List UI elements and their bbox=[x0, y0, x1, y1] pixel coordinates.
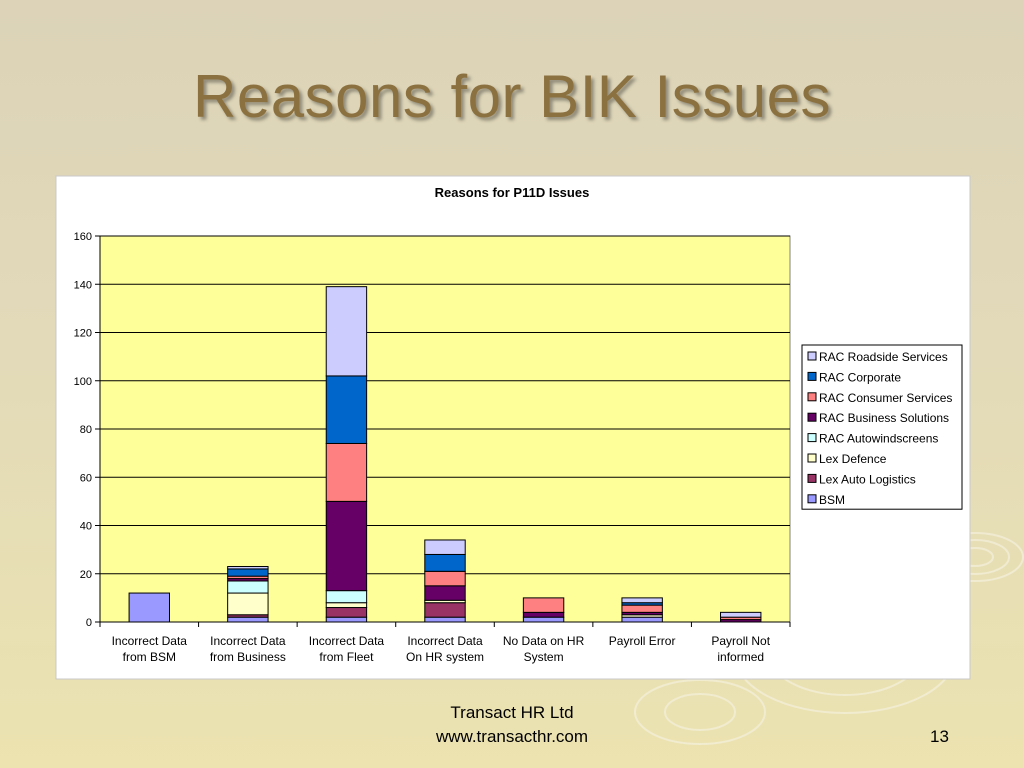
x-tick-label: Payroll Not informed bbox=[711, 634, 770, 664]
legend-label: BSM bbox=[819, 493, 845, 507]
bar-segment bbox=[128, 592, 170, 623]
legend-label: RAC Corporate bbox=[819, 370, 901, 384]
bar-segment bbox=[424, 616, 466, 623]
bar-segment bbox=[227, 568, 269, 577]
bar-segment bbox=[325, 286, 368, 377]
legend-swatch bbox=[807, 453, 817, 463]
bar-segment bbox=[424, 585, 466, 601]
bar-segment bbox=[325, 442, 368, 502]
bar-segment bbox=[227, 616, 269, 623]
bar-segment bbox=[227, 592, 269, 616]
axes bbox=[95, 235, 791, 627]
bar-segment bbox=[424, 602, 466, 618]
bar-segment bbox=[522, 611, 565, 618]
legend: RAC Roadside Services RAC Corporate RAC Co… bbox=[801, 344, 963, 510]
legend-swatch bbox=[807, 371, 817, 381]
legend-swatch bbox=[807, 351, 817, 361]
x-tick-label: Incorrect Data from Fleet bbox=[309, 634, 385, 664]
y-tick-labels: 0 20 40 60 80 100 120 140 160 bbox=[74, 231, 92, 629]
bar-segment bbox=[621, 604, 663, 613]
stacked-bar-chart: Reasons for P11D Issues 0 20 40 60 80 100 120 1… bbox=[55, 175, 971, 680]
legend-label: Lex Auto Logistics bbox=[819, 472, 916, 486]
legend-swatch bbox=[807, 473, 817, 483]
bar-segment bbox=[325, 500, 368, 592]
bar-segment bbox=[424, 570, 466, 587]
x-tick-label: Incorrect Data from BSM bbox=[112, 634, 188, 664]
y-tick-label: 0 bbox=[86, 617, 92, 629]
bar-segment bbox=[424, 553, 466, 572]
bar-segment bbox=[325, 375, 368, 444]
y-tick-label: 40 bbox=[80, 521, 92, 533]
chart-title: Reasons for P11D Issues bbox=[435, 185, 590, 200]
bar-segment bbox=[325, 607, 368, 618]
y-tick-label: 80 bbox=[80, 424, 92, 436]
x-tick-label: No Data on HR System bbox=[503, 634, 585, 664]
footer-company: Transact HR Ltd bbox=[450, 703, 574, 722]
bar-segment bbox=[424, 539, 466, 555]
x-tick-label: Incorrect Data from Business bbox=[210, 634, 286, 664]
y-tick-label: 60 bbox=[80, 472, 92, 484]
bar-segment bbox=[621, 597, 663, 604]
x-tick-labels: Incorrect Data from BSM Incorrect Data from… bbox=[112, 634, 771, 664]
bar-segment bbox=[227, 566, 269, 570]
bar-segment bbox=[522, 597, 565, 613]
slide-title: Reasons for BIK Issues bbox=[193, 63, 831, 130]
legend-swatch bbox=[807, 412, 817, 422]
legend-box bbox=[801, 344, 963, 510]
y-tick-label: 140 bbox=[74, 279, 92, 291]
y-tick-label: 100 bbox=[74, 376, 92, 388]
y-tick-label: 20 bbox=[80, 569, 92, 581]
legend-label: RAC Business Solutions bbox=[819, 411, 949, 425]
bars bbox=[128, 286, 762, 623]
legend-swatch bbox=[807, 494, 817, 504]
legend-swatch bbox=[807, 392, 817, 402]
x-tick-label: Payroll Error bbox=[609, 634, 676, 648]
footer-url[interactable]: www.transacthr.com bbox=[435, 727, 589, 746]
bar-segment bbox=[621, 616, 663, 623]
bar-segment bbox=[522, 616, 565, 623]
y-tick-label: 120 bbox=[74, 328, 92, 340]
bar-segment bbox=[325, 590, 368, 604]
legend-label: Lex Defence bbox=[819, 452, 887, 466]
legend-label: RAC Consumer Services bbox=[819, 391, 952, 405]
bar-segment bbox=[227, 580, 269, 594]
legend-label: RAC Roadside Services bbox=[819, 350, 948, 364]
y-tick-label: 160 bbox=[74, 231, 92, 243]
bar-segment bbox=[325, 616, 368, 623]
legend-swatch bbox=[807, 433, 817, 443]
bar-segment bbox=[720, 611, 762, 618]
legend-label: RAC Autowindscreens bbox=[819, 432, 938, 446]
x-tick-label: Incorrect Data On HR system bbox=[406, 634, 484, 664]
page-number: 13 bbox=[930, 727, 949, 746]
bar-segment bbox=[325, 602, 368, 609]
